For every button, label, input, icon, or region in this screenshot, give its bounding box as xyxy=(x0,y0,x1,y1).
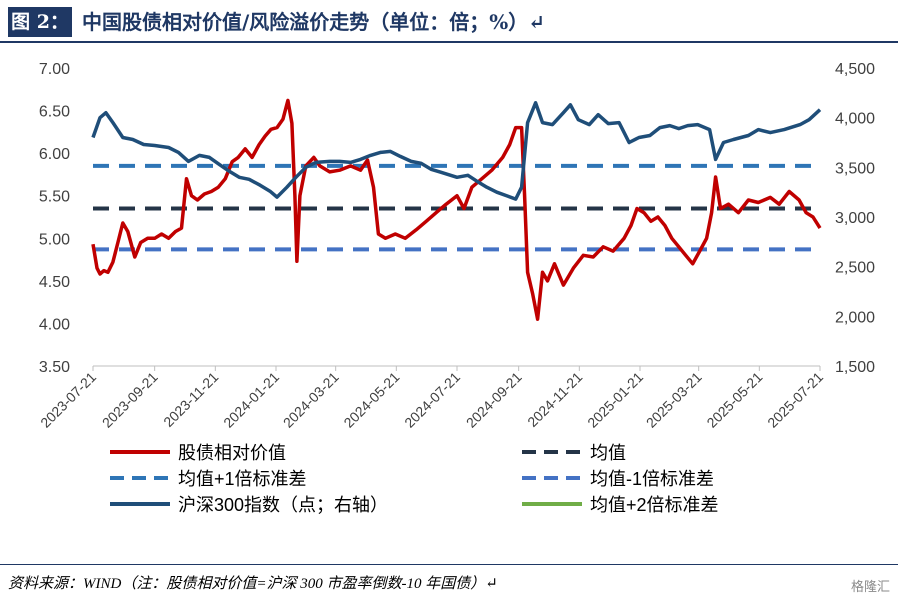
x-tick-label: 2024-09-21 xyxy=(463,369,525,431)
x-tick-label: 2024-11-21 xyxy=(524,369,585,430)
figure-title: 中国股债相对价值/风险溢价走势（单位：倍；%）↵ xyxy=(82,10,546,34)
legend-label: 沪深300指数（点；右轴） xyxy=(178,495,388,515)
legend-label: 均值+2倍标准差 xyxy=(590,495,719,515)
series-line xyxy=(91,101,822,201)
line-chart: 2023-07-21 2023-09-21 2023-11-212024-01-21… xyxy=(37,61,875,515)
title-bar: 图 2： 中国股债相对价值/风险溢价走势（单位：倍；%）↵ xyxy=(0,0,898,42)
x-tick-label: 2025-07-21 xyxy=(764,369,826,431)
y-left-tick-label: 4.50 xyxy=(39,274,70,291)
x-tick-label: 2025-03-21 xyxy=(643,369,705,431)
legend-label: 均值+1倍标准差 xyxy=(178,469,307,489)
y-left-tick-label: 6.50 xyxy=(39,104,70,121)
y-left-tick-label: 4.00 xyxy=(39,316,70,333)
y-left-tick-label: 7.00 xyxy=(39,61,70,78)
x-tick-label: 2024-01-21 xyxy=(220,369,282,431)
y-left-tick-label: 3.50 xyxy=(39,359,70,376)
y-right-tick-label: 3,500 xyxy=(835,160,875,177)
watermark-logo: 格隆汇 xyxy=(850,580,890,595)
y-right-tick-label: 4,500 xyxy=(835,61,875,78)
title-divider xyxy=(0,41,898,43)
x-tick-label: 2023-11-21 xyxy=(160,369,221,430)
x-tick-label: 2023-07-21 xyxy=(37,369,99,431)
chart-axes: 2023-07-21 2023-09-21 2023-11-212024-01-21… xyxy=(37,61,875,431)
legend-label: 股债相对价值 xyxy=(178,443,286,463)
x-tick-label: 2024-05-21 xyxy=(340,369,402,431)
x-tick-label: 2024-07-21 xyxy=(401,369,463,431)
y-left-tick-label: 5.50 xyxy=(39,189,70,206)
y-left-tick-label: 5.00 xyxy=(39,231,70,248)
y-left-tick-label: 6.00 xyxy=(39,146,70,163)
y-right-tick-label: 1,500 xyxy=(835,359,875,376)
x-tick-label: 2023-09-21 xyxy=(99,369,161,431)
y-right-tick-label: 2,500 xyxy=(835,260,875,277)
y-right-tick-label: 4,000 xyxy=(835,111,875,128)
series-lines xyxy=(91,98,822,321)
series-line xyxy=(91,98,822,321)
legend-label: 均值 xyxy=(590,443,626,463)
y-right-tick-label: 2,000 xyxy=(835,309,875,326)
y-right-tick-label: 3,000 xyxy=(835,210,875,227)
footer-divider xyxy=(0,564,898,565)
source-note: 资料来源：WIND（注：股债相对价值=沪深 300 市盈率倒数-10 年国债）↵ xyxy=(8,576,498,592)
x-tick-label: 2025-05-21 xyxy=(703,369,765,431)
x-tick-label: 2024-03-21 xyxy=(280,369,342,431)
legend-label: 均值-1倍标准差 xyxy=(590,469,714,489)
figure-label: 图 2： xyxy=(8,7,72,37)
x-tick-label: 2025-01-21 xyxy=(584,369,646,431)
